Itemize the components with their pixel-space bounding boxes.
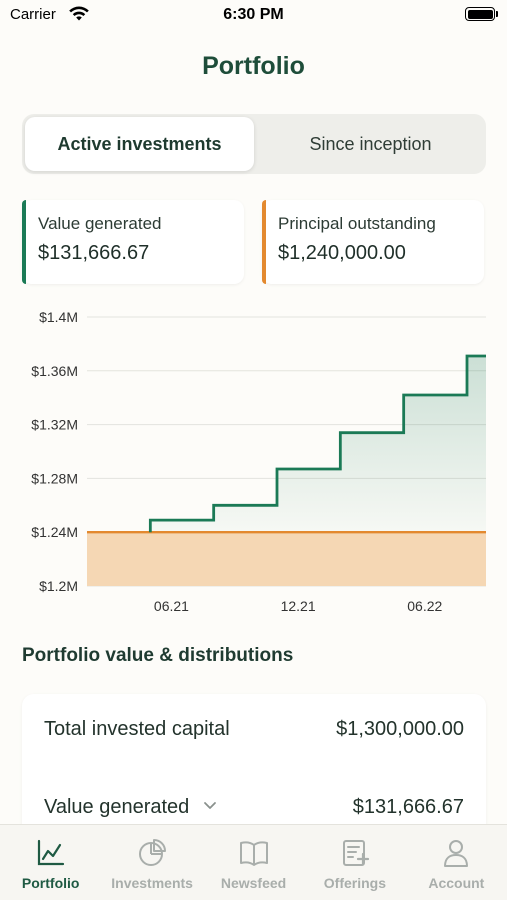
pie-chart-icon [139,839,167,866]
principal-area [87,532,486,586]
person-icon [444,840,469,867]
document-plus-icon [342,840,370,866]
clock: 6:30 PM [223,6,284,23]
tab-portfolio-label: Portfolio [21,875,80,891]
tab-portfolio[interactable]: Portfolio [0,825,101,900]
value-generated-accent-bar [22,200,26,284]
value-generated-card: Value generated $131,666.67 [22,200,244,284]
chart-line-icon [37,839,64,866]
principal-outstanding-label: Principal outstanding [278,214,436,233]
y-tick-label: $1.28M [31,470,78,486]
value-generated-value: $131,666.67 [38,242,150,264]
tab-offerings-label: Offerings [323,875,387,891]
y-tick-label: $1.2M [39,578,78,594]
tab-account[interactable]: Account [406,825,507,900]
portfolio-chart-svg: $1.2M $1.24M $1.28M $1.32M $1.36M $1.4M 06.21 1… [31,309,487,614]
x-tick-label: 06.21 [154,598,189,614]
tab-newsfeed[interactable]: Newsfeed [203,825,304,900]
value-generated-line [148,354,486,533]
y-tick-label: $1.36M [31,363,78,379]
principal-outstanding-card: Principal outstanding $1,240,000.00 [262,200,484,284]
x-tick-label: 06.22 [407,598,442,614]
tab-account-label: Account [428,875,485,891]
page-title: Portfolio [202,52,305,80]
book-icon [239,841,268,866]
value-generated-row[interactable]: Value generated $131,666.67 [44,796,464,819]
summary-value-generated-value: $131,666.67 [352,796,464,818]
y-tick-label: $1.32M [31,417,78,433]
segment-since-inception[interactable]: Since inception [309,133,432,154]
carrier-label: Carrier [10,6,56,23]
total-invested-value: $1,300,000.00 [336,718,464,740]
y-tick-label: $1.24M [31,524,78,540]
tab-newsfeed-label: Newsfeed [220,875,287,891]
summary-value-generated-label: Value generated [44,796,190,818]
portfolio-chart: $1.2M $1.24M $1.28M $1.32M $1.36M $1.4M 06.21 1… [0,300,507,630]
principal-outstanding-accent-bar [262,200,266,284]
tab-investments[interactable]: Investments [101,825,202,900]
tab-investments-label: Investments [111,875,193,891]
status-bar: Carrier 6:30 PM [0,0,507,32]
wifi-icon [68,6,90,27]
principal-outstanding-value: $1,240,000.00 [278,242,406,264]
value-generated-label: Value generated [38,214,162,233]
segment-active-investments[interactable]: Active investments [25,117,254,171]
chevron-down-icon[interactable] [203,798,217,814]
total-invested-row: Total invested capital $1,300,000.00 [44,718,464,741]
section-title: Portfolio value & distributions [22,645,294,666]
y-tick-label: $1.4M [39,309,78,325]
tab-offerings[interactable]: Offerings [304,825,405,900]
value-generated-area [150,356,487,533]
tab-bar: Portfolio Investments Newsfeed Offerings… [0,824,507,900]
x-tick-label: 12.21 [281,598,316,614]
segmented-control: Active investments Since inception [22,114,486,174]
total-invested-label: Total invested capital [44,718,230,740]
battery-icon [465,7,498,21]
